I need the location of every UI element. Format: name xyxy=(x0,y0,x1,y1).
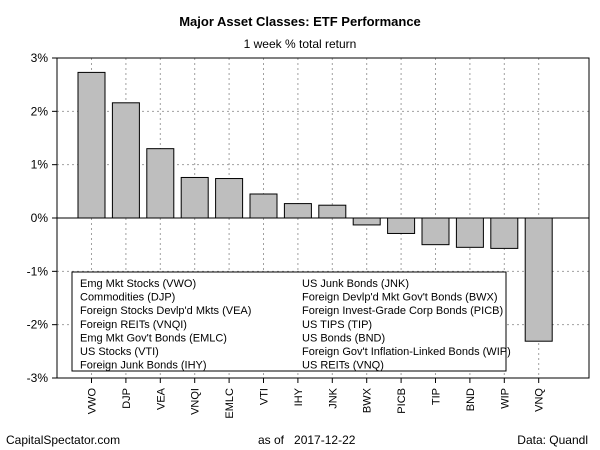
legend: Emg Mkt Stocks (VWO)Commodities (DJP)For… xyxy=(71,271,511,372)
legend-entry: US REITs (VNQ) xyxy=(302,360,384,372)
legend-entry: Emg Mkt Stocks (VWO) xyxy=(80,278,196,290)
x-tick-label: VEA xyxy=(155,387,167,410)
legend-entry: Foreign Devlp'd Mkt Gov't Bonds (BWX) xyxy=(302,292,498,304)
x-tick-label: JNK xyxy=(327,387,339,408)
x-tick-label: DJP xyxy=(121,388,133,409)
bar-jnk xyxy=(318,204,347,219)
legend-entry: Foreign Stocks Devlp'd Mkts (VEA) xyxy=(80,305,251,317)
footer-date-value: 2017-12-22 xyxy=(294,433,356,447)
y-tick-label: 1% xyxy=(31,158,49,172)
x-tick-label: VNQ xyxy=(534,388,546,412)
y-tick-label: -3% xyxy=(27,371,49,385)
legend-entry: Foreign Junk Bonds (IHY) xyxy=(80,360,207,372)
chart-title: Major Asset Classes: ETF Performance xyxy=(179,14,421,29)
x-tick-label: PICB xyxy=(396,388,408,414)
x-tick-label: VNQI xyxy=(190,388,202,415)
chart-subtitle: 1 week % total return xyxy=(243,37,357,51)
footer-data-source: Data: Quandl xyxy=(517,433,588,447)
x-tick-label: EMLC xyxy=(224,388,236,419)
bar-vnqi xyxy=(180,176,209,219)
footer-date: as of 2017-12-22 xyxy=(258,433,355,447)
x-tick-label: VWO xyxy=(87,388,99,415)
legend-box xyxy=(71,271,507,372)
bar-vnq xyxy=(524,217,553,342)
bar-picb xyxy=(387,217,416,234)
y-tick-label: 3% xyxy=(31,51,49,65)
x-tick-label: VTI xyxy=(259,388,271,405)
y-tick-label: 2% xyxy=(31,104,49,118)
legend-entry: Foreign Invest-Grade Corp Bonds (PICB) xyxy=(302,305,503,317)
bar-vti xyxy=(249,193,278,219)
bar-ihy xyxy=(283,203,312,219)
legend-entry: US Junk Bonds (JNK) xyxy=(302,278,409,290)
x-tick-label: TIP xyxy=(431,388,443,405)
legend-entry: Foreign Gov't Inflation-Linked Bonds (WI… xyxy=(302,346,511,358)
bar-vwo xyxy=(77,71,106,219)
bar-bwx xyxy=(352,217,381,226)
footer-date-prefix: as of xyxy=(258,433,285,447)
legend-entry: Emg Mkt Gov't Bonds (EMLC) xyxy=(80,332,227,344)
legend-entry: US TIPS (TIP) xyxy=(302,319,372,331)
legend-entry: US Bonds (BND) xyxy=(302,332,385,344)
bars xyxy=(77,71,553,342)
bar-wip xyxy=(490,217,519,249)
x-axis: VWO DJP VEA VNQI EMLC VTI IHY JNK BWX PICB TIP BND W… xyxy=(87,378,546,419)
legend-entry: Commodities (DJP) xyxy=(80,292,175,304)
footer-source: CapitalSpectator.com xyxy=(6,433,121,447)
bar-bnd xyxy=(455,217,484,248)
bar-tip xyxy=(421,217,450,246)
y-axis: 3% 2% 1% 0% -1% -2% -3% xyxy=(27,51,57,385)
y-tick-label: 0% xyxy=(31,211,49,225)
legend-entry: US Stocks (VTI) xyxy=(80,346,159,358)
y-tick-label: -1% xyxy=(27,264,49,278)
x-tick-label: IHY xyxy=(293,387,305,406)
bar-emlc xyxy=(215,178,244,219)
x-tick-label: WIP xyxy=(499,388,511,409)
bar-vea xyxy=(146,148,175,219)
x-tick-label: BWX xyxy=(362,387,374,413)
bar-djp xyxy=(111,102,140,219)
x-tick-label: BND xyxy=(465,388,477,411)
y-tick-label: -2% xyxy=(27,318,49,332)
legend-entry: Foreign REITs (VNQI) xyxy=(80,319,187,331)
